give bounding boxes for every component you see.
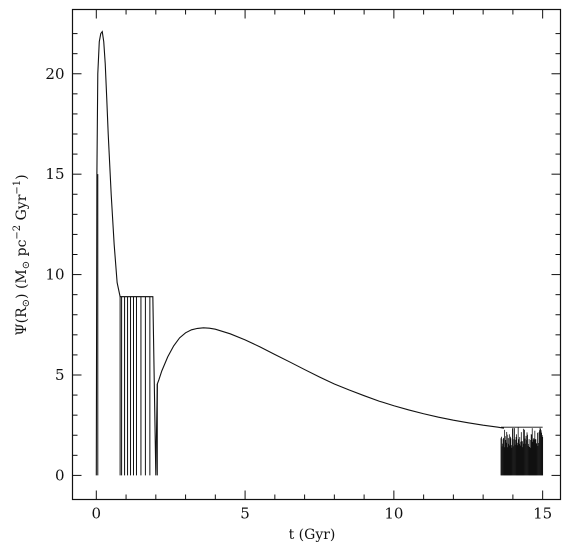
y-axis-title: Ψ(R⊙) (M⊙ pc−2 Gyr−1) bbox=[12, 174, 32, 335]
y-tick-label: 20 bbox=[45, 65, 64, 83]
x-axis-title: t (Gyr) bbox=[289, 527, 336, 543]
data-layer bbox=[95, 30, 544, 476]
svg-text:Ψ(R⊙) (M⊙ pc−2 Gyr−1): Ψ(R⊙) (M⊙ pc−2 Gyr−1) bbox=[12, 174, 32, 335]
tick-labels: 0 5 10 15 0 5 10 15 20 bbox=[45, 65, 552, 523]
tick-marks bbox=[72, 9, 561, 500]
x-tick-label: 5 bbox=[240, 505, 250, 523]
x-tick-label: 0 bbox=[92, 505, 102, 523]
y-tick-label: 5 bbox=[55, 366, 65, 384]
y-tick-label: 0 bbox=[55, 466, 65, 484]
y-tick-label: 15 bbox=[45, 165, 64, 183]
x-tick-label: 15 bbox=[533, 505, 552, 523]
y-tick-label: 10 bbox=[45, 266, 64, 284]
svg-text:t (Gyr): t (Gyr) bbox=[289, 527, 336, 543]
x-tick-label: 10 bbox=[384, 505, 403, 523]
series-line bbox=[95, 30, 505, 476]
